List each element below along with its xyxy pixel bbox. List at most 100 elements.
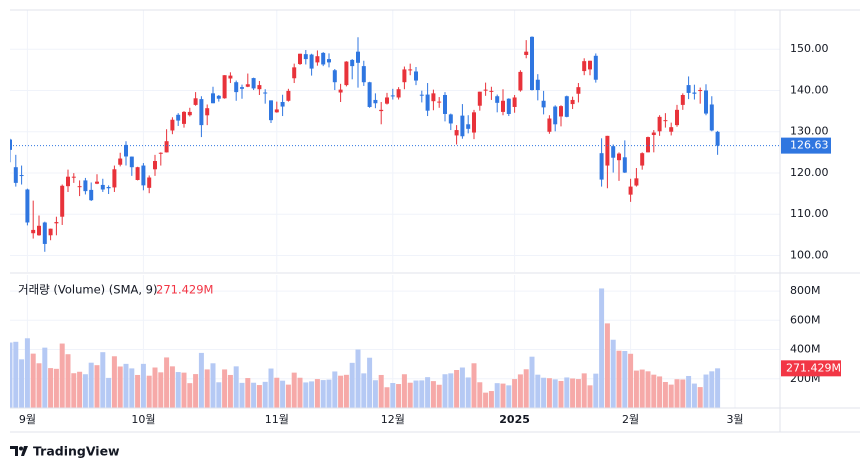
candle-body xyxy=(321,52,326,65)
x-tick-label: 11월 xyxy=(265,413,289,426)
candle-body xyxy=(605,135,610,166)
volume-bar xyxy=(587,385,593,408)
volume-bar xyxy=(657,376,663,408)
candle-body xyxy=(709,104,714,131)
candle-body xyxy=(715,131,720,146)
candle-body xyxy=(54,222,59,224)
candle-body xyxy=(634,178,639,186)
candle-body xyxy=(100,184,105,190)
volume-bar xyxy=(262,381,268,408)
volume-bar xyxy=(88,362,94,408)
candle-body xyxy=(356,51,360,63)
volume-bar xyxy=(303,382,309,408)
price-pane xyxy=(10,36,780,252)
candle-body xyxy=(657,116,662,132)
volume-bar xyxy=(53,368,59,408)
volume-bar xyxy=(291,372,297,408)
volume-bar xyxy=(82,374,88,408)
candle-body xyxy=(489,90,494,92)
volume-badge-label: 271.429M xyxy=(786,361,841,374)
candle-body xyxy=(361,66,366,83)
candle-body xyxy=(158,152,163,154)
volume-bar xyxy=(651,374,657,408)
candle-body xyxy=(274,109,279,113)
y-tick-label: 100.00 xyxy=(790,248,829,261)
volume-bar xyxy=(106,377,112,408)
candle-body xyxy=(570,99,575,105)
volume-bar xyxy=(222,369,228,408)
volume-bar xyxy=(355,349,361,408)
candle-body xyxy=(686,85,691,93)
candle-body xyxy=(60,185,65,217)
volume-bar xyxy=(326,379,332,408)
volume-bar xyxy=(610,339,616,408)
volume-bar xyxy=(390,383,396,408)
candle-body xyxy=(524,51,529,55)
volume-bar xyxy=(158,372,164,408)
candle-body xyxy=(704,90,708,114)
volume-bar xyxy=(36,363,42,408)
x-tick-label: 2025 xyxy=(499,413,530,426)
volume-bar xyxy=(523,369,529,408)
volume-bar xyxy=(245,378,251,408)
y-tick-label: 130.00 xyxy=(790,125,829,138)
volume-bar xyxy=(216,382,222,408)
volume-bar xyxy=(517,374,523,408)
candle-body xyxy=(408,69,413,71)
candle-body xyxy=(373,99,378,104)
volume-bar xyxy=(309,381,315,408)
candle-body xyxy=(25,189,30,223)
y-tick-label: 800M xyxy=(790,284,821,297)
candle-body xyxy=(535,79,540,91)
volume-bar xyxy=(668,384,674,408)
candle-body xyxy=(187,111,192,116)
volume-bar xyxy=(169,366,175,408)
candle-body xyxy=(611,146,616,158)
candle-body xyxy=(66,176,70,187)
candle-body xyxy=(495,96,500,103)
candle-body xyxy=(414,71,418,81)
volume-bar xyxy=(686,375,692,408)
candle-body xyxy=(622,157,627,173)
x-tick-label: 10월 xyxy=(131,413,155,426)
volume-bar xyxy=(343,374,349,408)
candle-body xyxy=(205,108,210,116)
candle-body xyxy=(89,189,94,201)
volume-bar xyxy=(564,377,570,408)
volume-bar xyxy=(419,380,425,408)
volume-bar xyxy=(30,353,36,408)
volume-bar xyxy=(430,381,436,408)
candle-body xyxy=(216,95,221,99)
volume-bar xyxy=(367,357,373,408)
candle-body xyxy=(698,90,703,92)
candle-body xyxy=(257,85,262,90)
volume-bar xyxy=(146,375,152,408)
candle-body xyxy=(251,78,256,89)
candle-body xyxy=(129,156,134,168)
volume-bar xyxy=(24,338,30,408)
candle-body xyxy=(350,59,355,67)
volume-bar xyxy=(442,374,448,408)
volume-bar xyxy=(535,374,541,408)
candle-body xyxy=(593,55,598,80)
volume-bar xyxy=(454,370,460,408)
volume-bar xyxy=(529,356,535,408)
grid xyxy=(10,10,780,408)
candle-body xyxy=(506,98,511,114)
volume-bar xyxy=(384,387,390,408)
last-price-badge xyxy=(781,137,831,154)
candle-body xyxy=(240,87,244,89)
volume-bar xyxy=(662,381,668,408)
candle-body xyxy=(199,99,204,126)
candle-body xyxy=(135,167,140,180)
volume-bar xyxy=(164,357,170,408)
candle-body xyxy=(338,89,343,93)
candle-body xyxy=(419,94,424,96)
volume-bar xyxy=(361,373,367,408)
candle-body xyxy=(303,54,308,60)
candle-body xyxy=(675,109,679,126)
volume-badge xyxy=(781,360,841,377)
volume-bar xyxy=(436,384,442,408)
volume-bar xyxy=(338,375,344,408)
volume-bar xyxy=(204,369,210,408)
